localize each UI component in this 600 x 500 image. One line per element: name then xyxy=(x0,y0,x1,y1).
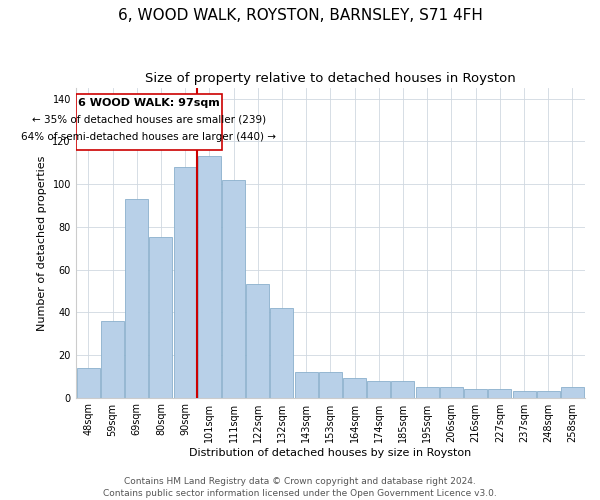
Bar xyxy=(271,308,293,398)
Bar xyxy=(77,368,100,398)
Bar xyxy=(173,167,197,398)
Text: 6, WOOD WALK, ROYSTON, BARNSLEY, S71 4FH: 6, WOOD WALK, ROYSTON, BARNSLEY, S71 4FH xyxy=(118,8,482,22)
FancyBboxPatch shape xyxy=(76,94,222,150)
Bar xyxy=(343,378,366,398)
Bar xyxy=(319,372,342,398)
Bar xyxy=(101,320,124,398)
X-axis label: Distribution of detached houses by size in Royston: Distribution of detached houses by size … xyxy=(189,448,472,458)
Bar xyxy=(440,387,463,398)
Bar xyxy=(488,389,511,398)
Bar xyxy=(246,284,269,398)
Text: 64% of semi-detached houses are larger (440) →: 64% of semi-detached houses are larger (… xyxy=(22,132,277,142)
Text: 6 WOOD WALK: 97sqm: 6 WOOD WALK: 97sqm xyxy=(78,98,220,108)
Bar xyxy=(295,372,317,398)
Bar xyxy=(537,391,560,398)
Bar xyxy=(561,387,584,398)
Text: Contains HM Land Registry data © Crown copyright and database right 2024.
Contai: Contains HM Land Registry data © Crown c… xyxy=(103,476,497,498)
Bar xyxy=(391,380,415,398)
Bar xyxy=(464,389,487,398)
Y-axis label: Number of detached properties: Number of detached properties xyxy=(37,155,47,330)
Bar xyxy=(198,156,221,398)
Title: Size of property relative to detached houses in Royston: Size of property relative to detached ho… xyxy=(145,72,516,86)
Bar xyxy=(222,180,245,398)
Bar xyxy=(512,391,536,398)
Bar xyxy=(125,199,148,398)
Bar xyxy=(416,387,439,398)
Bar xyxy=(367,380,390,398)
Bar xyxy=(149,238,172,398)
Text: ← 35% of detached houses are smaller (239): ← 35% of detached houses are smaller (23… xyxy=(32,114,266,124)
